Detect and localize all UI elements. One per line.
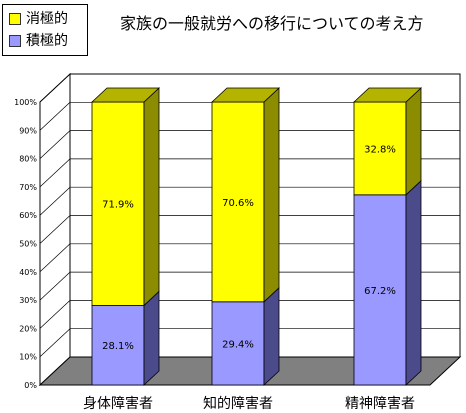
gridline [39, 243, 71, 273]
gridline [39, 328, 71, 357]
gridline [39, 300, 71, 329]
data-label: 70.6% [222, 198, 254, 209]
chart-title: 家族の一般就労への移行についての考え方 [120, 14, 424, 33]
bar-segment [211, 101, 265, 303]
gridline [39, 215, 71, 244]
bar-top [90, 87, 161, 103]
y-tick-label: 90% [19, 126, 37, 135]
y-tick-label: 70% [19, 183, 37, 192]
gridline [39, 271, 71, 301]
bar-segment [91, 101, 145, 306]
bar-top [210, 87, 281, 103]
bar-segment [211, 301, 265, 386]
data-label: 29.4% [222, 339, 254, 350]
legend-label-positive: 積極的 [26, 33, 68, 49]
category-label: 身体障害者 [83, 396, 153, 412]
y-tick-label: 20% [19, 324, 37, 333]
legend-label-negative: 消極的 [26, 11, 68, 27]
data-label: 67.2% [364, 286, 396, 297]
y-tick-label: 0% [24, 381, 37, 390]
legend-item-positive: 積極的 [9, 31, 68, 51]
gridline [39, 73, 71, 103]
bar-side [143, 87, 160, 307]
bar-segment [353, 194, 407, 386]
data-label: 71.9% [102, 200, 134, 211]
bar-side [263, 286, 280, 386]
bar-segment [91, 305, 145, 386]
y-tick-label: 40% [19, 268, 37, 277]
gridline [39, 186, 71, 216]
gridline [39, 130, 71, 159]
data-label: 28.1% [102, 341, 134, 352]
bar-top [352, 87, 423, 103]
y-tick-label: 80% [19, 155, 37, 164]
bar-side [263, 87, 280, 303]
y-tick-label: 10% [19, 353, 37, 362]
data-label: 32.8% [364, 144, 396, 155]
category-label: 知的障害者 [203, 395, 273, 412]
legend-item-negative: 消極的 [9, 9, 68, 29]
y-tick-label: 60% [19, 211, 37, 220]
category-label: 精神障害者 [345, 396, 415, 412]
y-tick-label: 30% [19, 296, 37, 305]
bar-side [143, 290, 160, 386]
bar-side [405, 179, 422, 386]
legend-swatch-positive [9, 35, 21, 47]
gridline [39, 102, 71, 131]
bar-segment [353, 101, 407, 196]
gridline [39, 158, 71, 188]
y-tick-label: 100% [14, 98, 37, 107]
legend: 消極的 積極的 [2, 4, 88, 56]
bar-side [405, 87, 422, 196]
y-tick-label: 50% [19, 240, 37, 249]
legend-swatch-negative [9, 13, 21, 25]
